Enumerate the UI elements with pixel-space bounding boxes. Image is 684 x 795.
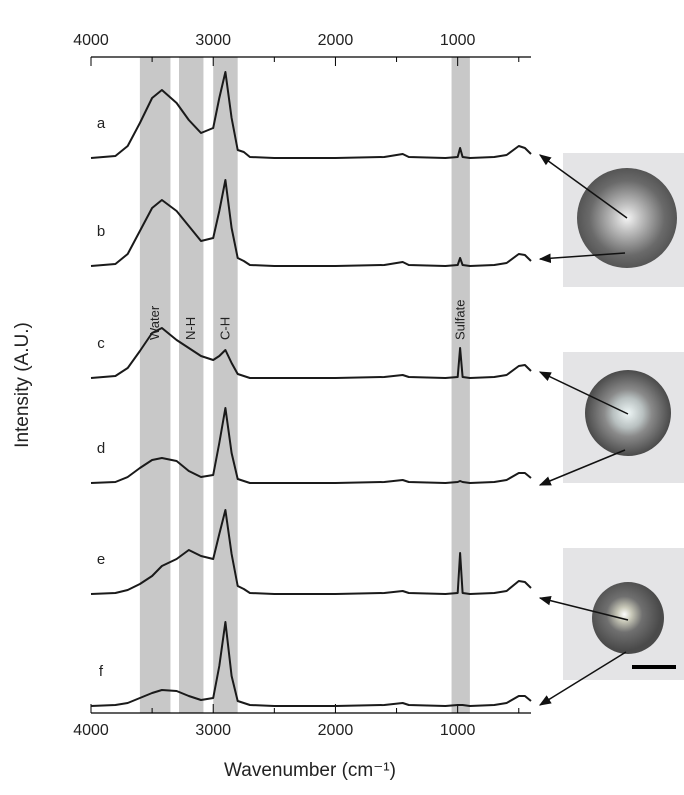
series-label: e [97,551,105,568]
x-tick-label: 2000 [318,722,354,739]
scale-bar [632,665,676,669]
spectrum [90,327,532,379]
series-label: c [97,335,105,352]
spectrum [90,179,532,267]
arrow [538,449,626,486]
band [451,57,470,713]
spectrum [90,71,532,159]
plot: Water N-H C-H Sulfate 4000 4000 3000 3000 2000 20… [73,32,532,739]
series-label: a [97,115,106,132]
band-label: N-H [183,317,198,340]
x-tick-label: 3000 [195,722,231,739]
micrographs [563,153,684,680]
y-axis-title: Intensity (A.U.) [12,322,33,448]
x-tick-label: 4000 [73,32,109,49]
x-axis-title: Wavenumber (cm⁻¹) [224,760,396,781]
droplet [592,582,664,654]
arrows [538,154,629,706]
x-tick-label: 1000 [440,722,476,739]
band [139,57,171,713]
x-tick-label: 4000 [73,722,109,739]
spectrum [90,621,532,707]
series-label: d [97,440,105,457]
x-tick-label: 1000 [440,32,476,49]
x-tick-label: 3000 [195,32,231,49]
series-label: f [99,663,104,680]
band-label: Water [147,305,162,340]
x-tick-label: 2000 [318,32,354,49]
band [179,57,204,713]
band-label: C-H [217,317,232,340]
arrow [539,154,628,219]
band [213,57,238,713]
arrow [538,371,629,415]
arrow [538,651,627,706]
arrow [538,252,626,264]
spectrum [90,407,532,484]
droplet [585,370,671,456]
arrow [538,595,629,621]
series-label: b [97,223,105,240]
band-label: Sulfate [453,300,468,340]
spectrum [90,509,532,595]
